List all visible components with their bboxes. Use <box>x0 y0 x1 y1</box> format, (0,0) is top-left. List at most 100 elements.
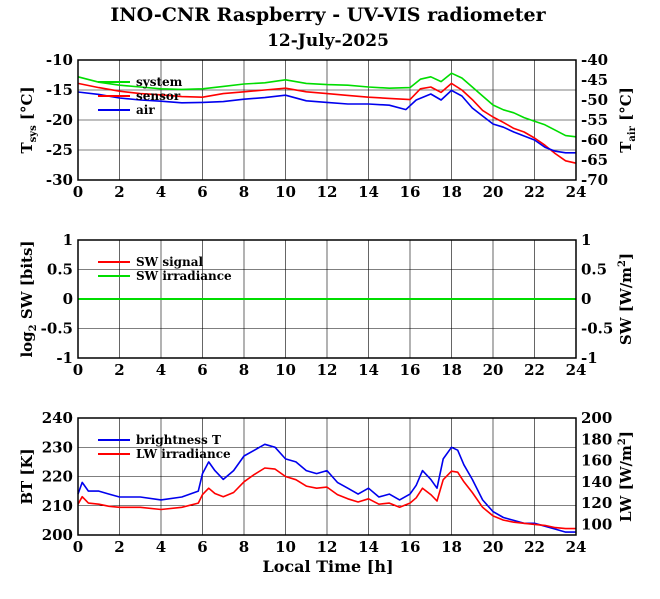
y2-axis-title-rest: [°C] <box>617 87 635 126</box>
y-axis-title-rest: [°C] <box>18 86 36 125</box>
y2-axis-title: Tair [°C] <box>617 87 638 153</box>
y-axis-title-main: T <box>18 142 36 154</box>
y2-axis-title-main: T <box>617 141 635 153</box>
y-tick-label: 210 <box>42 497 73 515</box>
y-tick-label: 0 <box>63 290 73 308</box>
y2-tick-label: -45 <box>581 71 608 89</box>
x-tick-label: 14 <box>358 361 379 379</box>
x-tick-label: 24 <box>566 361 587 379</box>
legend-label: system <box>136 75 183 89</box>
y-axis-title-sub: sys <box>28 125 39 142</box>
x-tick-label: 8 <box>239 361 249 379</box>
x-tick-label: 16 <box>400 183 421 201</box>
y-tick-label: 230 <box>42 438 73 456</box>
y2-tick-label: 0.5 <box>581 261 607 279</box>
y2-tick-label: -55 <box>581 111 608 129</box>
y2-tick-label: 160 <box>581 452 612 470</box>
y2-tick-label: -60 <box>581 131 608 149</box>
y-axis-title-main: BT [K] <box>18 448 36 504</box>
x-tick-label: 8 <box>239 183 249 201</box>
legend-label: SW signal <box>136 255 204 269</box>
y-tick-label: 1 <box>63 231 73 249</box>
y-tick-label: -10 <box>46 51 73 69</box>
y-tick-label: -15 <box>46 81 73 99</box>
series-line-system <box>77 72 577 138</box>
y2-tick-label: -1 <box>581 349 598 367</box>
plot-frame <box>77 417 577 536</box>
legend-label: SW irradiance <box>136 269 232 283</box>
y-tick-label: 200 <box>42 526 73 544</box>
legend-label: air <box>136 103 155 117</box>
x-tick-label: 0 <box>73 538 83 556</box>
y2-tick-label: 120 <box>581 494 612 512</box>
y2-tick-label: -50 <box>581 91 608 109</box>
y-tick-label: -30 <box>46 171 73 189</box>
series-line-brightness-t <box>77 443 576 533</box>
x-tick-label: 12 <box>317 183 338 201</box>
x-tick-label: 18 <box>441 361 462 379</box>
x-tick-label: 18 <box>441 538 462 556</box>
x-tick-label: 6 <box>197 183 207 201</box>
y2-tick-label: -40 <box>581 51 608 69</box>
x-tick-label: 4 <box>156 183 166 201</box>
y-axis-title-main: log <box>18 331 36 358</box>
x-tick-label: 6 <box>197 361 207 379</box>
y-tick-label: -1 <box>56 349 73 367</box>
x-tick-label: 24 <box>566 538 587 556</box>
x-tick-label: 16 <box>400 361 421 379</box>
y-axis-title: log2 SW [bits] <box>18 240 39 357</box>
x-tick-label: 2 <box>114 538 124 556</box>
x-tick-label: 0 <box>73 183 83 201</box>
plot-frame <box>77 239 577 359</box>
y2-tick-label: 180 <box>581 430 612 448</box>
x-tick-label: 14 <box>358 538 379 556</box>
x-tick-label: 16 <box>400 538 421 556</box>
chart-title: INO-CNR Raspberry - UV-VIS radiometer <box>110 4 546 26</box>
x-tick-label: 22 <box>524 183 545 201</box>
plot-frame <box>77 59 577 181</box>
y2-tick-label: -65 <box>581 151 608 169</box>
y-axis-title: BT [K] <box>18 448 36 504</box>
x-tick-label: 20 <box>483 361 504 379</box>
y2-axis-title-sup: 2 <box>617 438 628 445</box>
legend-label: LW irradiance <box>136 447 231 461</box>
series-line-air <box>77 89 576 154</box>
x-tick-label: 2 <box>114 183 124 201</box>
series-line-lw-irradiance <box>77 467 576 530</box>
legend-label: sensor <box>136 89 181 103</box>
y2-tick-label: -0.5 <box>581 320 613 338</box>
y-tick-label: -0.5 <box>41 320 73 338</box>
panels-group: 0 2 4 6 8 10 12 14 16 18 20 22 24-30-25-20-15-10-70-… <box>18 51 638 556</box>
y2-axis-title: SW [W/m2] <box>617 253 635 345</box>
panel-shortwave: 0 2 4 6 8 10 12 14 16 18 20 22 24-1-0.500.51-1-0.500… <box>18 231 635 379</box>
y-tick-label: 0.5 <box>47 261 73 279</box>
y-tick-label: 240 <box>42 409 73 427</box>
y2-axis-title-main: LW [W/m <box>617 445 635 522</box>
y-tick-label: 220 <box>42 468 73 486</box>
panel-longwave: 0 2 4 6 8 10 12 14 16 18 20 22 242002102202302401001… <box>18 409 635 556</box>
x-tick-label: 22 <box>524 538 545 556</box>
x-tick-label: 10 <box>275 361 296 379</box>
y-axis-title-rest: SW [bits] <box>18 240 36 324</box>
y2-tick-label: 0 <box>581 290 591 308</box>
y2-tick-label: 1 <box>581 231 591 249</box>
y2-axis-title-sup: 2 <box>617 260 628 267</box>
y2-tick-label: -70 <box>581 171 608 189</box>
x-tick-label: 0 <box>73 361 83 379</box>
y2-tick-label: 200 <box>581 409 612 427</box>
x-tick-label: 6 <box>197 538 207 556</box>
x-tick-label: 12 <box>317 361 338 379</box>
y-tick-label: -25 <box>46 141 73 159</box>
x-tick-label: 8 <box>239 538 249 556</box>
x-tick-label: 22 <box>524 361 545 379</box>
x-tick-label: 10 <box>275 538 296 556</box>
x-tick-label: 20 <box>483 183 504 201</box>
y2-tick-label: 100 <box>581 515 612 533</box>
y2-axis-title-main: SW [W/m <box>617 267 635 345</box>
x-tick-label: 2 <box>114 361 124 379</box>
chart-date: 12-July-2025 <box>267 31 389 51</box>
x-tick-label: 10 <box>275 183 296 201</box>
series-line-sensor <box>77 82 577 164</box>
